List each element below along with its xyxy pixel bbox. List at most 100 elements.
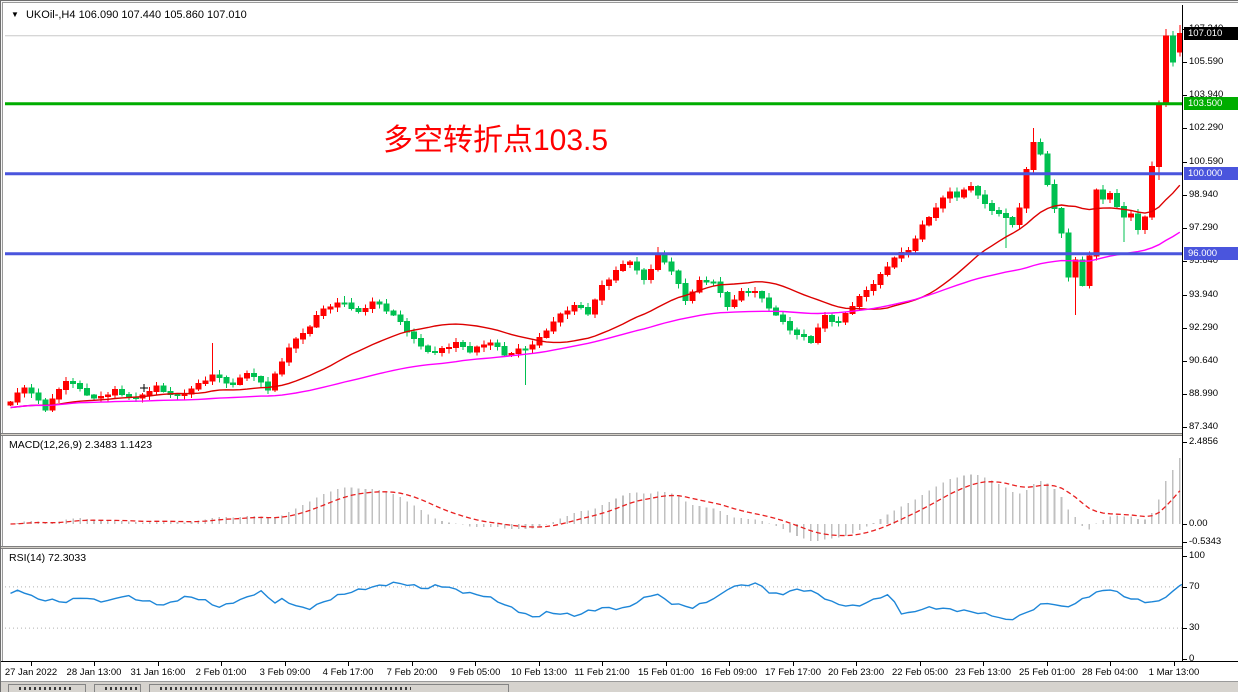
price-level-badge: 96.000 (1184, 247, 1238, 260)
time-axis-label: 9 Feb 05:00 (449, 667, 501, 678)
time-axis-label: 27 Jan 2022 (4, 667, 58, 678)
time-axis-tick (1047, 662, 1048, 666)
macd-tick-label: 0.00 (1189, 518, 1208, 529)
time-axis-tick (285, 662, 286, 666)
price-tick-label: 102.290 (1189, 122, 1224, 133)
time-axis-label: 1 Mar 13:00 (1148, 667, 1200, 678)
rsi-line (10, 581, 1182, 621)
axis-tick (1183, 587, 1187, 588)
time-axis-label: 11 Feb 21:00 (574, 667, 630, 678)
axis-tick (1183, 524, 1187, 525)
panel-divider[interactable] (1, 546, 1238, 549)
time-axis-tick (94, 662, 95, 666)
macd-panel[interactable]: MACD(12,26,9) 2.3483 1.1423 (5, 436, 1182, 546)
candles-layer (7, 25, 1182, 412)
time-axis[interactable]: 27 Jan 2022 28 Jan 13:00 31 Jan 16:00 2 Feb… (1, 661, 1238, 681)
time-axis-tick (793, 662, 794, 666)
time-axis-label: 20 Feb 23:00 (828, 667, 884, 678)
price-tick-label: 90.640 (1189, 355, 1219, 366)
rsi-label: RSI(14) 72.3033 (9, 552, 87, 564)
clipped-tab-text (160, 687, 411, 690)
price-level-badge: 103.500 (1184, 97, 1238, 110)
chart-tabs-strip[interactable] (1, 681, 1238, 692)
time-axis-label: 15 Feb 01:00 (638, 667, 694, 678)
current-price-badge: 107.010 (1184, 27, 1238, 40)
panel-divider[interactable] (1, 433, 1238, 436)
rsi-chart (5, 581, 1182, 629)
time-axis-tick (666, 662, 667, 666)
price-scale-axis[interactable]: 107.240105.590103.940102.290100.59098.94… (1182, 5, 1238, 664)
time-axis-tick (539, 662, 540, 666)
axis-tick (1183, 195, 1187, 196)
rsi-tick-label: 0 (1189, 653, 1195, 664)
time-axis-tick (602, 662, 603, 666)
time-axis-tick (920, 662, 921, 666)
price-tick-label: 92.290 (1189, 322, 1219, 333)
time-axis-tick (729, 662, 730, 666)
price-tick-label: 98.940 (1189, 189, 1219, 200)
time-axis-label: 28 Feb 04:00 (1082, 667, 1138, 678)
macd-label: MACD(12,26,9) 2.3483 1.1423 (9, 439, 153, 451)
time-axis-label: 31 Jan 16:00 (130, 667, 186, 678)
price-tick-label: 105.590 (1189, 56, 1224, 67)
time-axis-tick (221, 662, 222, 666)
price-tick-label: 87.340 (1189, 421, 1219, 432)
chart-tab[interactable] (8, 684, 86, 692)
macd-tick-label: 2.4856 (1189, 436, 1219, 447)
axis-tick (1183, 228, 1187, 229)
time-axis-label: 17 Feb 17:00 (765, 667, 821, 678)
macd-tick-label: -0.5343 (1189, 536, 1222, 547)
clipped-tab-text (105, 687, 137, 690)
macd-histogram (16, 458, 1181, 542)
ma-fast-line (10, 184, 1181, 409)
price-tick-label: 103.940 (1189, 89, 1224, 100)
ohlc-values: 106.090 107.440 105.860 107.010 (78, 9, 247, 21)
ma-slow-line (10, 231, 1181, 409)
rsi-tick-label: 70 (1189, 581, 1200, 592)
price-tick-label: 88.990 (1189, 388, 1219, 399)
time-axis-tick (475, 662, 476, 666)
macd-chart (10, 458, 1181, 542)
time-axis-label: 28 Jan 13:00 (66, 667, 122, 678)
annotation-text[interactable]: 多空转折点103.5 (383, 124, 609, 157)
price-tick-label: 93.940 (1189, 289, 1219, 300)
time-axis-label: 10 Feb 13:00 (511, 667, 567, 678)
time-axis-label: 22 Feb 05:00 (892, 667, 948, 678)
rsi-tick-label: 100 (1189, 550, 1205, 561)
chart-title: ▼ UKOil-,H4 106.090 107.440 105.860 107.… (11, 9, 247, 21)
candlestick-chart (5, 25, 1182, 412)
symbol-label: UKOil-,H4 (25, 9, 76, 21)
time-axis-label: 3 Feb 09:00 (259, 667, 311, 678)
clipped-tab-text (19, 687, 73, 690)
axis-tick (1183, 394, 1187, 395)
price-level-badge: 100.000 (1184, 167, 1238, 180)
axis-tick (1183, 427, 1187, 428)
axis-tick (1183, 261, 1187, 262)
cross-marker (140, 384, 148, 392)
time-axis-tick (158, 662, 159, 666)
axis-tick (1183, 295, 1187, 296)
axis-tick (1183, 62, 1187, 63)
chart-tab[interactable] (149, 684, 509, 692)
time-axis-tick (412, 662, 413, 666)
price-tick-label: 100.590 (1189, 156, 1224, 167)
time-axis-label: 16 Feb 09:00 (701, 667, 757, 678)
time-axis-label: 23 Feb 13:00 (955, 667, 1011, 678)
symbol-menu-arrow-icon[interactable]: ▼ (11, 10, 19, 19)
axis-tick (1183, 128, 1187, 129)
axis-tick (1183, 556, 1187, 557)
time-axis-label: 25 Feb 01:00 (1019, 667, 1075, 678)
rsi-tick-label: 30 (1189, 622, 1200, 633)
axis-tick (1183, 442, 1187, 443)
time-axis-label: 7 Feb 20:00 (386, 667, 438, 678)
time-axis-tick (1174, 662, 1175, 666)
axis-tick (1183, 162, 1187, 163)
rsi-panel[interactable]: RSI(14) 72.3033 (5, 549, 1182, 661)
time-axis-tick (856, 662, 857, 666)
time-axis-label: 4 Feb 17:00 (322, 667, 374, 678)
axis-tick (1183, 628, 1187, 629)
chart-tab[interactable] (94, 684, 141, 692)
macd-signal-line (10, 481, 1181, 537)
price-panel[interactable]: ▼ UKOil-,H4 106.090 107.440 105.860 107.… (5, 5, 1182, 433)
